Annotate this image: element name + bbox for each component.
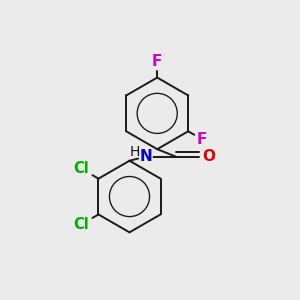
Circle shape bbox=[195, 132, 209, 146]
Text: Cl: Cl bbox=[74, 217, 89, 232]
Circle shape bbox=[150, 55, 164, 68]
Text: N: N bbox=[139, 149, 152, 164]
Text: O: O bbox=[203, 149, 216, 164]
Circle shape bbox=[139, 150, 152, 163]
Text: F: F bbox=[197, 132, 207, 147]
Circle shape bbox=[73, 160, 90, 178]
Text: Cl: Cl bbox=[74, 161, 89, 176]
Circle shape bbox=[73, 215, 90, 233]
Text: F: F bbox=[152, 54, 162, 69]
Text: H: H bbox=[129, 146, 140, 159]
Circle shape bbox=[202, 150, 216, 164]
